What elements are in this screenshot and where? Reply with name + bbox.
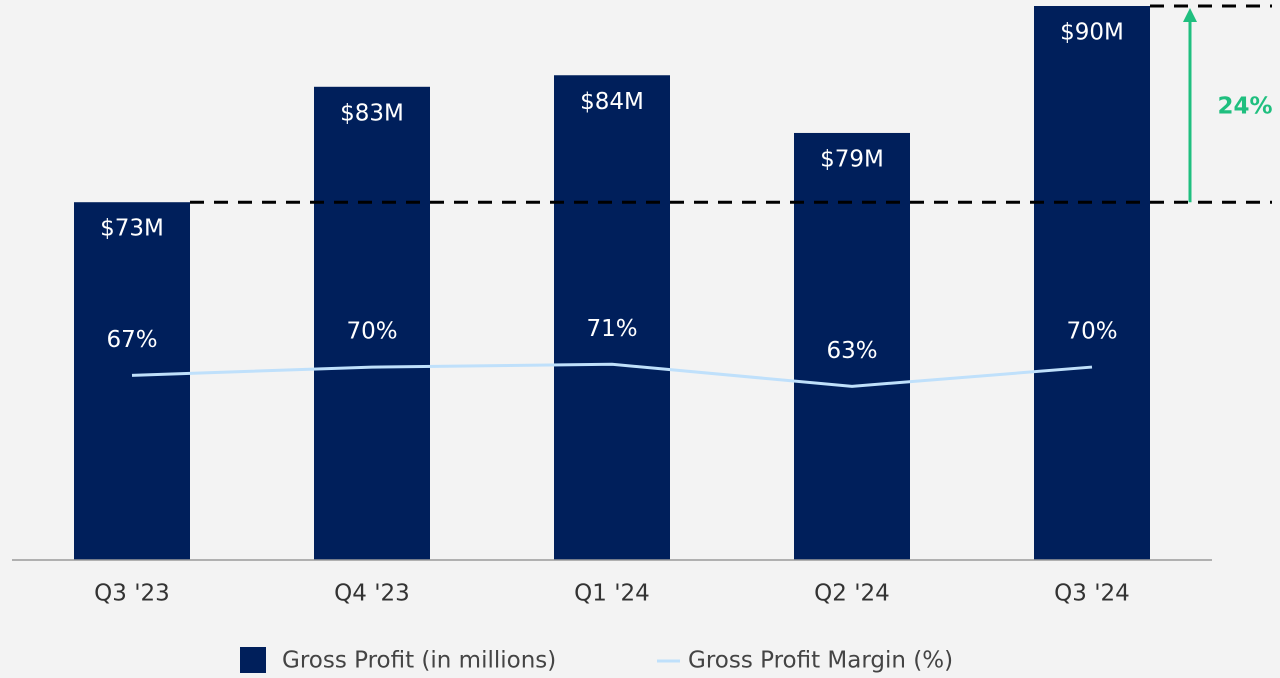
line-value-label: 70%: [1066, 319, 1117, 345]
growth-annotation: 24%: [1217, 94, 1272, 120]
bar: [1034, 6, 1150, 560]
bar-value-label: $73M: [100, 216, 164, 242]
margin-line: [131, 362, 1093, 388]
x-tick-label: Q2 '24: [814, 581, 890, 607]
line-value-label: 67%: [106, 327, 157, 353]
bar-value-label: $83M: [340, 100, 404, 126]
x-tick-label: Q3 '23: [94, 581, 170, 607]
x-tick-label: Q4 '23: [334, 581, 410, 607]
line-value-label: 63%: [826, 338, 877, 364]
bar-value-label: $84M: [580, 89, 644, 115]
bar-value-label: $79M: [820, 146, 884, 172]
line-value-label: 71%: [586, 316, 637, 342]
legend-label: Gross Profit Margin (%): [688, 648, 953, 674]
growth-arrow-head: [1183, 8, 1197, 22]
x-tick-label: Q3 '24: [1054, 581, 1130, 607]
bar: [74, 202, 190, 561]
legend-label: Gross Profit (in millions): [282, 648, 556, 674]
bar: [314, 86, 430, 561]
line-value-label: 70%: [346, 319, 397, 345]
legend-swatch: [240, 647, 266, 673]
bar: [554, 75, 670, 560]
bar: [794, 132, 910, 561]
bar-value-label: $90M: [1060, 20, 1124, 46]
x-tick-label: Q1 '24: [574, 581, 650, 607]
